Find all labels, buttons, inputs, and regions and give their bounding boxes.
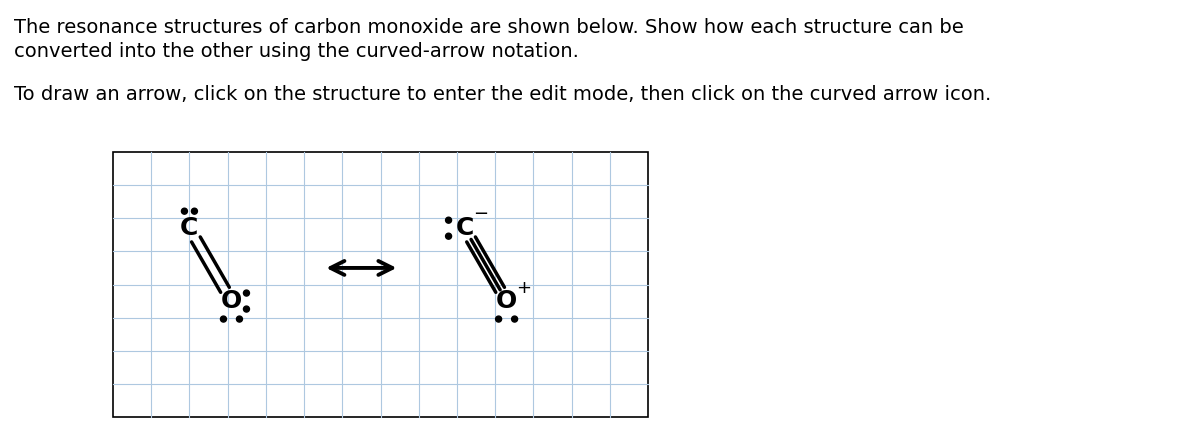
Text: −: − bbox=[473, 205, 488, 223]
Circle shape bbox=[191, 208, 197, 214]
Circle shape bbox=[181, 208, 187, 214]
Text: C: C bbox=[455, 216, 474, 240]
Text: To draw an arrow, click on the structure to enter the edit mode, then click on t: To draw an arrow, click on the structure… bbox=[14, 85, 991, 104]
Text: +: + bbox=[516, 279, 531, 297]
Circle shape bbox=[244, 306, 250, 312]
Circle shape bbox=[236, 316, 242, 322]
Circle shape bbox=[496, 316, 501, 322]
Text: C: C bbox=[180, 216, 198, 240]
Circle shape bbox=[244, 290, 250, 296]
Text: The resonance structures of carbon monoxide are shown below. Show how each struc: The resonance structures of carbon monox… bbox=[14, 18, 964, 37]
Circle shape bbox=[511, 316, 518, 322]
Text: O: O bbox=[221, 289, 242, 313]
Circle shape bbox=[445, 217, 451, 223]
Text: converted into the other using the curved-arrow notation.: converted into the other using the curve… bbox=[14, 42, 579, 61]
Circle shape bbox=[445, 233, 451, 239]
Bar bbox=[113, 152, 648, 417]
Text: O: O bbox=[496, 289, 517, 313]
Circle shape bbox=[221, 316, 227, 322]
